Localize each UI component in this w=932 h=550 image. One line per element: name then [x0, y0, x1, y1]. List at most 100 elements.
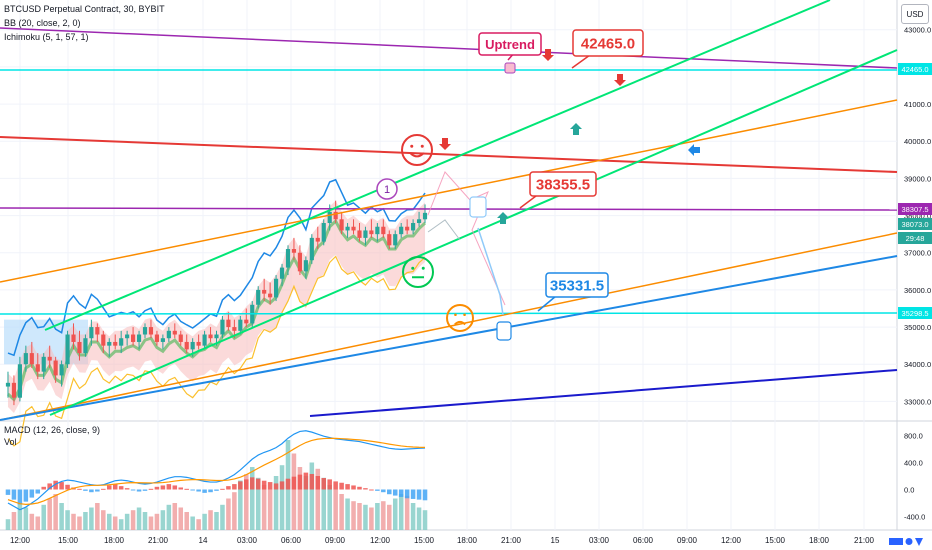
time-tick-label: 15: [551, 536, 560, 545]
volume-bar: [244, 474, 249, 530]
volume-bar: [327, 485, 332, 530]
candle-body: [333, 211, 338, 220]
macd-histogram-bar: [238, 481, 243, 490]
bb-indicator-label[interactable]: BB (20, close, 2, 0): [4, 18, 81, 28]
price-38355-label: 38355.5: [536, 176, 590, 193]
candle-body: [160, 338, 165, 342]
volume-bar: [363, 504, 368, 530]
price-marker-tag: [898, 307, 932, 319]
macd-histogram-bar: [47, 483, 52, 490]
macd-histogram-bar: [65, 484, 70, 490]
bb-lower-band: [7, 255, 426, 447]
macd-histogram-bar: [89, 489, 94, 493]
macd-histogram-bar: [249, 477, 255, 490]
candle-body: [95, 327, 100, 335]
candle-body: [303, 260, 308, 272]
macd-histogram-bar: [261, 480, 267, 490]
macd-histogram-bar: [136, 489, 142, 492]
candle-body: [345, 226, 350, 231]
candle-body: [416, 219, 422, 224]
candle-body: [119, 338, 124, 346]
projection-small: [427, 219, 461, 241]
volume-bar: [309, 462, 315, 530]
macd-histogram-bar: [339, 482, 344, 490]
time-tick-label: 09:00: [677, 536, 698, 545]
macd-histogram-bar: [291, 476, 297, 490]
macd-histogram-bar: [59, 482, 64, 490]
volume-bar: [226, 498, 231, 530]
volume-bar: [232, 492, 237, 530]
candle-body: [399, 226, 404, 235]
time-tick-label: 18:00: [104, 536, 125, 545]
volume-bar: [392, 498, 398, 530]
uptrend-label: Uptrend: [485, 37, 535, 52]
macd-histogram-bar: [172, 485, 178, 490]
volume-bar: [101, 510, 106, 530]
volume-indicator-label[interactable]: Vol: [4, 437, 17, 447]
macd-histogram-bar: [77, 488, 82, 490]
candle-body: [357, 230, 362, 238]
time-tick-label: 21:00: [854, 536, 875, 545]
volume-bar: [255, 477, 261, 530]
price-tick-label: 34000.0: [904, 360, 931, 369]
macd-tick-label: 400.0: [904, 459, 923, 468]
candle-body: [321, 223, 326, 242]
volume-bar: [339, 494, 344, 530]
macd-histogram-bar: [130, 489, 136, 491]
volume-bar: [130, 510, 136, 530]
volume-bar: [267, 489, 273, 530]
volume-bar: [273, 476, 279, 530]
volume-bar: [220, 504, 225, 530]
candle-body: [154, 334, 160, 342]
volume-bar: [112, 516, 118, 530]
price-tick-label: 37000.0: [904, 249, 931, 258]
volume-bar: [65, 510, 70, 530]
candle-body: [244, 319, 249, 324]
macd-histogram-bar: [220, 488, 225, 490]
candle-body: [279, 267, 285, 279]
volume-bar: [184, 512, 189, 530]
volume-bar: [333, 489, 338, 530]
macd-histogram-bar: [387, 489, 392, 495]
volume-bar: [154, 513, 160, 530]
time-tick-label: 21:00: [501, 536, 522, 545]
up-arrow-icon: [570, 123, 582, 135]
time-tick-label: 18:00: [809, 536, 830, 545]
volume-bar: [208, 510, 213, 530]
candle-body: [196, 341, 201, 346]
macd-histogram-bar: [285, 478, 291, 490]
volume-bar: [196, 519, 201, 530]
left-arrow-icon: [688, 144, 700, 156]
macd-indicator-label[interactable]: MACD (12, 26, close, 9): [4, 425, 101, 435]
volume-bar: [77, 516, 82, 530]
macd-histogram-bar: [279, 481, 285, 490]
candle-body: [142, 327, 148, 335]
volume-bar: [178, 507, 184, 530]
candle-body: [59, 364, 64, 376]
macd-pane: [0, 422, 897, 530]
volume-bar: [41, 504, 46, 530]
orange-channel-lower: [0, 232, 898, 421]
volume-bar: [369, 507, 374, 530]
candle-body: [17, 364, 22, 398]
volume-bar: [297, 467, 303, 530]
candle-body: [297, 252, 302, 272]
ichimoku-cloud: [7, 200, 426, 413]
macd-histogram-bar: [273, 483, 279, 490]
volume-bar: [106, 513, 112, 530]
ichimoku-indicator-label[interactable]: Ichimoku (5, 1, 57, 1): [4, 32, 89, 42]
macd-histogram-bar: [124, 488, 130, 490]
candle-body: [148, 327, 154, 335]
price-tick-label: 38000.0: [904, 212, 931, 221]
time-tick-label: 15:00: [414, 536, 435, 545]
macd-histogram-bar: [369, 489, 374, 491]
volume-bar: [148, 516, 154, 530]
price-35331-label: 35331.5: [550, 277, 604, 294]
face-eye: [463, 313, 466, 317]
price-marker-tag: [898, 232, 932, 244]
volume-bar: [422, 510, 428, 530]
neutral-face-icon: [402, 256, 434, 288]
blue-trend-line: [0, 255, 898, 421]
currency-button[interactable]: USD: [901, 4, 929, 24]
